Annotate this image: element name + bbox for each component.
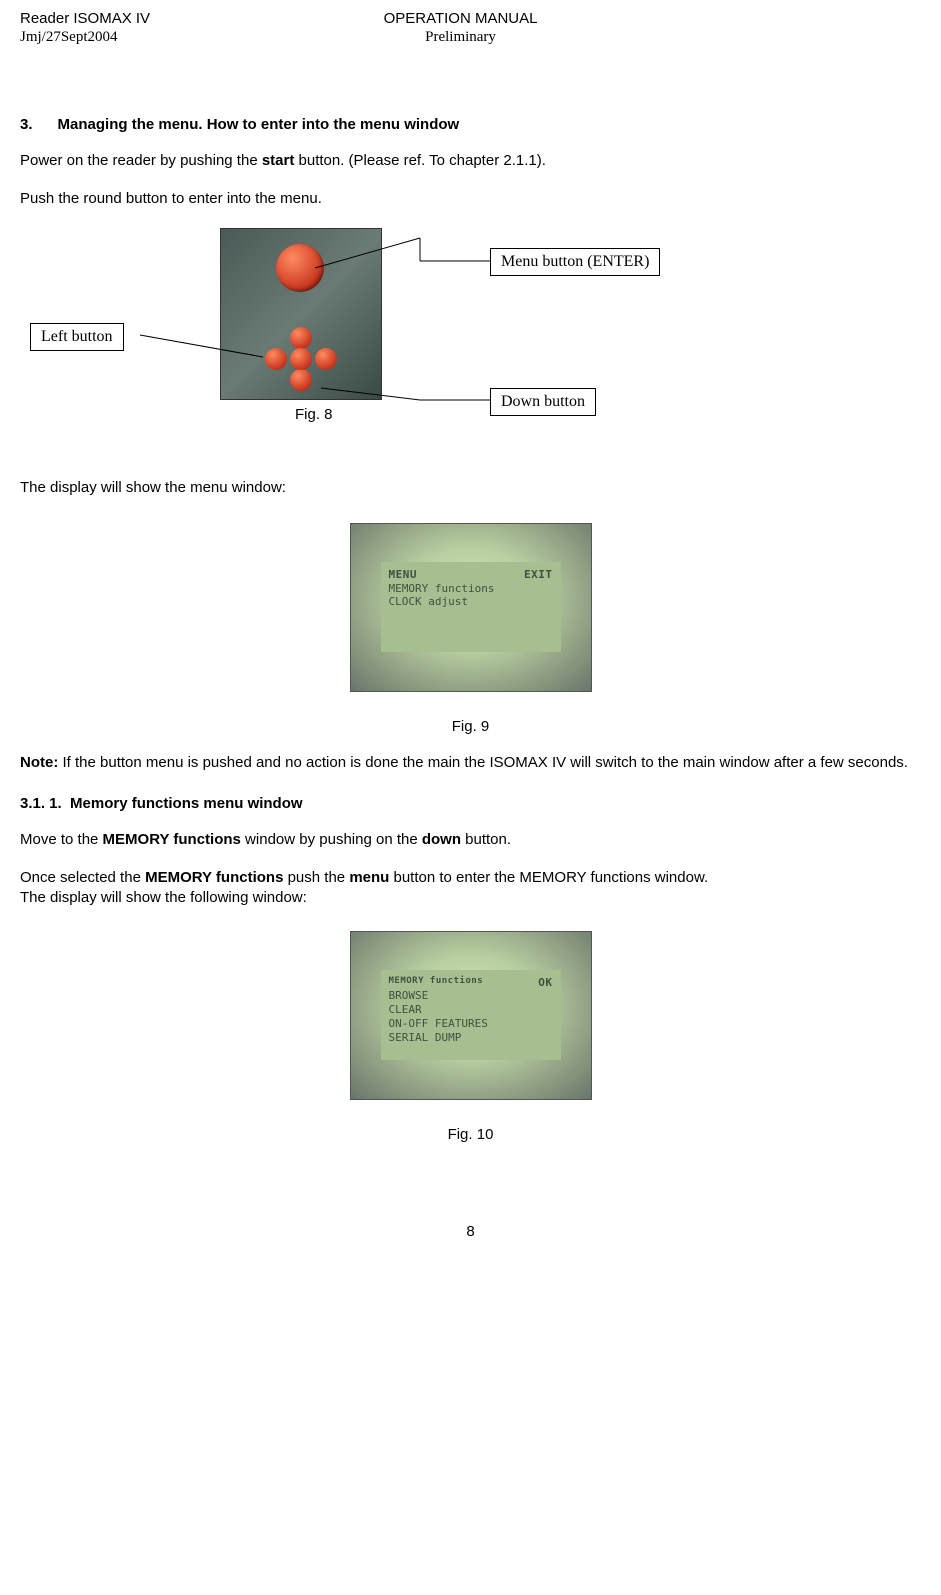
dpad-center [290, 348, 312, 370]
section-311-heading: 3.1. 1. Memory functions menu window [20, 795, 921, 812]
dpad-down [290, 369, 312, 391]
section-3-p1: Power on the reader by pushing the start… [20, 151, 921, 171]
figure-8-caption: Fig. 8 [295, 406, 333, 423]
bold: menu [349, 869, 389, 886]
text: push the [283, 869, 349, 886]
photo-buttons [220, 228, 382, 400]
note-text: If the button menu is pushed and no acti… [58, 754, 908, 771]
figure-10-caption: Fig. 10 [20, 1126, 921, 1143]
section-3-num: 3. [20, 116, 33, 133]
lcd-screen-10: MEMORY functions OK BROWSE CLEAR ON-OFF … [381, 970, 561, 1060]
text: Once selected the [20, 869, 145, 886]
text: Move to the [20, 831, 103, 848]
doc-status: Preliminary [150, 28, 771, 46]
section-311-p1: Move to the MEMORY functions window by p… [20, 830, 921, 850]
lcd9-line2: CLOCK adjust [389, 595, 553, 609]
header-left: Reader ISOMAX IV Jmj/27Sept2004 [20, 10, 150, 46]
section-3-p2: Push the round button to enter into the … [20, 189, 921, 209]
lcd-photo-10: MEMORY functions OK BROWSE CLEAR ON-OFF … [350, 931, 592, 1100]
dpad-up [290, 327, 312, 349]
lcd10-line3: ON-OFF FEATURES [389, 1017, 553, 1031]
lcd-photo-9: MENU EXIT MEMORY functions CLOCK adjust [350, 523, 592, 692]
lcd10-top-right: OK [538, 976, 552, 990]
callout-left-button: Left button [30, 323, 124, 351]
bold: down [422, 831, 461, 848]
note-paragraph: Note: If the button menu is pushed and n… [20, 753, 921, 773]
lcd-screen-9: MENU EXIT MEMORY functions CLOCK adjust [381, 562, 561, 652]
menu-button-photo [276, 244, 324, 292]
doc-title: Reader ISOMAX IV [20, 10, 150, 28]
doc-type: OPERATION MANUAL [150, 10, 771, 28]
bold: MEMORY functions [145, 869, 283, 886]
text: button. [461, 831, 511, 848]
lcd9-top-left: MENU [389, 568, 418, 582]
text: button. (Please ref. To chapter 2.1.1). [294, 152, 546, 169]
lcd10-line1: BROWSE [389, 989, 553, 1003]
figure-9: MENU EXIT MEMORY functions CLOCK adjust [20, 523, 921, 696]
text: Power on the reader by pushing the [20, 152, 262, 169]
figure-9-caption: Fig. 9 [20, 718, 921, 735]
callout-down-button: Down button [490, 388, 596, 416]
dpad-photo [261, 329, 341, 389]
page-number: 8 [20, 1223, 921, 1240]
text: button to enter the MEMORY functions win… [389, 869, 708, 886]
lcd10-line2: CLEAR [389, 1003, 553, 1017]
figure-10: MEMORY functions OK BROWSE CLEAR ON-OFF … [20, 931, 921, 1104]
section-311-title: Memory functions menu window [70, 795, 303, 812]
page-header: Reader ISOMAX IV Jmj/27Sept2004 OPERATIO… [20, 10, 921, 46]
start-bold: start [262, 152, 295, 169]
text: window by pushing on the [241, 831, 422, 848]
header-right-spacer [771, 10, 921, 46]
lcd9-top-right: EXIT [524, 568, 553, 582]
bold: MEMORY functions [103, 831, 241, 848]
section-311-p2: Once selected the MEMORY functions push … [20, 868, 921, 888]
figure-8: Menu button (ENTER) Left button Down but… [20, 228, 921, 438]
dpad-right [315, 348, 337, 370]
document-page: Reader ISOMAX IV Jmj/27Sept2004 OPERATIO… [0, 0, 941, 1280]
section-311-p3: The display will show the following wind… [20, 889, 921, 906]
lcd10-line4: SERIAL DUMP [389, 1031, 553, 1045]
after-fig8-text: The display will show the menu window: [20, 478, 921, 498]
header-center: OPERATION MANUAL Preliminary [150, 10, 771, 46]
dpad-left [265, 348, 287, 370]
doc-rev: Jmj/27Sept2004 [20, 28, 150, 46]
note-label: Note: [20, 754, 58, 771]
callout-connectors [20, 228, 921, 438]
section-3-heading: 3. Managing the menu. How to enter into … [20, 116, 921, 133]
lcd9-line1: MEMORY functions [389, 582, 553, 596]
section-311-num: 3.1. 1. [20, 795, 62, 812]
section-3-title: Managing the menu. How to enter into the… [58, 116, 460, 133]
callout-menu-button: Menu button (ENTER) [490, 248, 660, 276]
lcd10-top-left: MEMORY functions [389, 976, 484, 990]
